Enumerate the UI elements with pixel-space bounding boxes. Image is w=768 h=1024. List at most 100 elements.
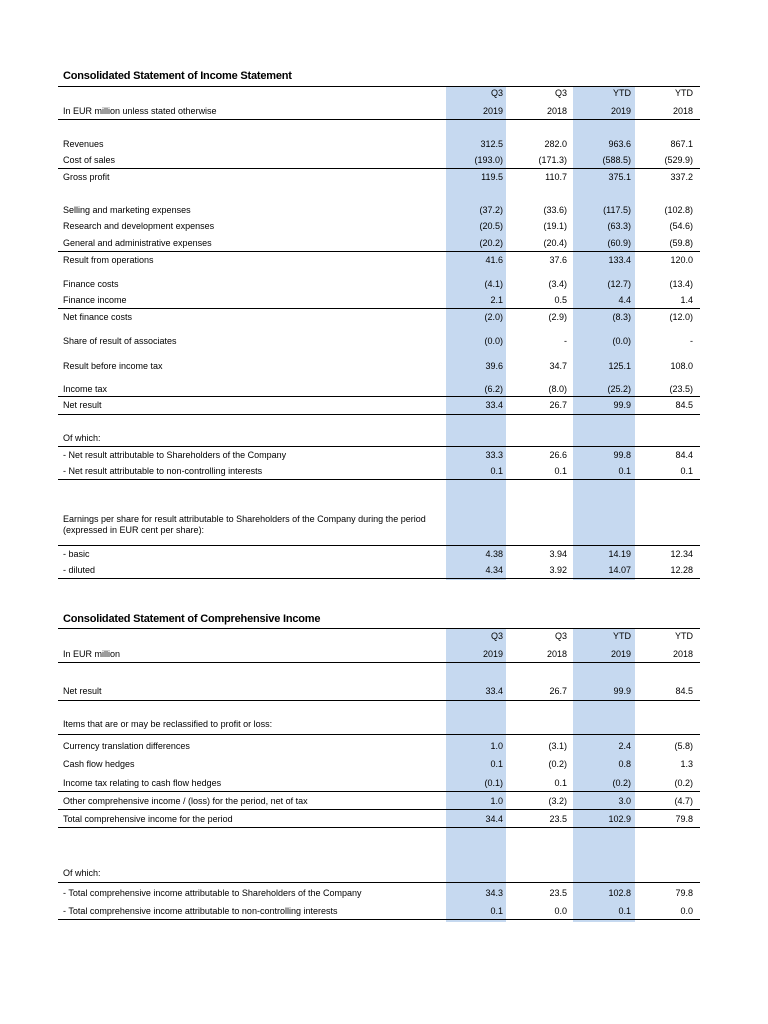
row-rule <box>58 734 700 735</box>
header-q3-2019-year: 2019 <box>482 106 503 116</box>
value-cell: 1.0 <box>490 741 503 751</box>
income-statement-title: Consolidated Statement of Income Stateme… <box>63 70 292 82</box>
header-q3-2019-period: Q3 <box>490 631 503 641</box>
row-label: Currency translation differences <box>63 741 190 751</box>
header-q3-2019-year: 2019 <box>482 649 503 659</box>
value-cell: 337.2 <box>670 172 693 182</box>
value-cell: (0.0) <box>484 336 503 346</box>
value-cell: (0.0) <box>612 336 631 346</box>
header-q3-2018-year: 2018 <box>546 106 567 116</box>
value-cell: (529.9) <box>664 155 693 165</box>
highlight-q3-2019-comprehensive <box>446 629 506 922</box>
value-cell: 26.7 <box>549 686 567 696</box>
row-label: Share of result of associates <box>63 336 177 346</box>
value-cell: 99.9 <box>613 400 631 410</box>
table-row: - basic 4.38 3.94 14.19 12.34 <box>0 547 768 561</box>
table-row: - Total comprehensive income attributabl… <box>0 886 768 900</box>
value-cell: (20.2) <box>479 238 503 248</box>
value-cell: 4.4 <box>618 295 631 305</box>
title-rule <box>58 628 700 629</box>
table-row: Cash flow hedges 0.1 (0.2) 0.8 1.3 <box>0 757 768 771</box>
value-cell: 108.0 <box>670 361 693 371</box>
table-row: Items that are or may be reclassified to… <box>0 717 768 731</box>
row-label: Income tax relating to cash flow hedges <box>63 778 222 788</box>
table-row: General and administrative expenses (20.2… <box>0 236 768 250</box>
table-row: Net finance costs (2.0) (2.9) (8.3) (12.0) <box>0 310 768 324</box>
value-cell: (4.7) <box>674 796 693 806</box>
row-label: Cash flow hedges <box>63 759 135 769</box>
header-ytd-2019-year: 2019 <box>610 649 631 659</box>
value-cell: (0.2) <box>548 759 567 769</box>
value-cell: 0.5 <box>554 295 567 305</box>
value-cell: (6.2) <box>484 384 503 394</box>
table-row: Revenues 312.5 282.0 963.6 867.1 <box>0 137 768 151</box>
unit-label: In EUR million unless stated otherwise <box>63 106 217 116</box>
table-row: Net result 33.4 26.7 99.9 84.5 <box>0 398 768 412</box>
row-label: - Net result attributable to Shareholder… <box>63 450 287 460</box>
income-header-row-2: In EUR million unless stated otherwise 2… <box>0 104 768 118</box>
row-rule <box>58 168 700 169</box>
table-row: Of which: <box>0 866 768 880</box>
value-cell: 2.1 <box>490 295 503 305</box>
table-row: Share of result of associates (0.0) - (0.0)… <box>0 334 768 348</box>
value-cell: 34.7 <box>549 361 567 371</box>
table-row: Finance income 2.1 0.5 4.4 1.4 <box>0 293 768 307</box>
row-label: Other comprehensive income / (loss) for … <box>63 796 308 806</box>
table-row: Other comprehensive income / (loss) for … <box>0 794 768 808</box>
header-q3-2019-period: Q3 <box>490 88 503 98</box>
table-row: Selling and marketing expenses (37.2) (33.… <box>0 203 768 217</box>
value-cell: 375.1 <box>608 172 631 182</box>
value-cell: 0.1 <box>680 466 693 476</box>
value-cell: 0.1 <box>490 759 503 769</box>
value-cell: 41.6 <box>485 255 503 265</box>
value-cell: 282.0 <box>544 139 567 149</box>
title-rule <box>58 86 700 87</box>
value-cell: 23.5 <box>549 888 567 898</box>
value-cell: 125.1 <box>608 361 631 371</box>
row-label: Result before income tax <box>63 361 163 371</box>
value-cell: 33.4 <box>485 400 503 410</box>
value-cell: 34.3 <box>485 888 503 898</box>
row-label: Finance costs <box>63 279 119 289</box>
header-ytd-2018-period: YTD <box>675 88 693 98</box>
row-rule <box>58 446 700 447</box>
comprehensive-header-row-2: In EUR million 2019 2018 2019 2018 <box>0 647 768 661</box>
value-cell: 867.1 <box>670 139 693 149</box>
value-cell: 33.3 <box>485 450 503 460</box>
value-cell: 110.7 <box>545 172 567 182</box>
row-label: Total comprehensive income for the perio… <box>63 814 233 824</box>
value-cell: (33.6) <box>543 205 567 215</box>
value-cell: (60.9) <box>607 238 631 248</box>
value-cell: (193.0) <box>474 155 503 165</box>
value-cell: 0.1 <box>554 778 567 788</box>
header-ytd-2018-period: YTD <box>675 631 693 641</box>
value-cell: 4.34 <box>485 565 503 575</box>
table-row: - Total comprehensive income attributabl… <box>0 904 768 918</box>
value-cell: (171.3) <box>538 155 567 165</box>
unit-label: In EUR million <box>63 649 121 659</box>
table-row: Gross profit 119.5 110.7 375.1 337.2 <box>0 170 768 184</box>
value-cell: (2.0) <box>484 312 503 322</box>
value-cell: (102.8) <box>664 205 693 215</box>
value-cell: (3.4) <box>548 279 567 289</box>
value-cell: 99.9 <box>613 686 631 696</box>
row-rule <box>58 882 700 883</box>
value-cell: 14.07 <box>608 565 631 575</box>
header-rule <box>58 119 700 120</box>
table-row: Finance costs (4.1) (3.4) (12.7) (13.4) <box>0 277 768 291</box>
value-cell: 39.6 <box>485 361 503 371</box>
row-label: - Total comprehensive income attributabl… <box>63 888 362 898</box>
row-rule <box>58 791 700 792</box>
value-cell: 120.0 <box>670 255 693 265</box>
value-cell: 3.0 <box>618 796 631 806</box>
value-cell: 1.4 <box>680 295 693 305</box>
value-cell: (3.1) <box>548 741 567 751</box>
value-cell: (19.1) <box>543 221 567 231</box>
value-cell: 3.92 <box>549 565 567 575</box>
value-cell: 26.7 <box>549 400 567 410</box>
table-row: Currency translation differences 1.0 (3.1)… <box>0 739 768 753</box>
value-cell: 34.4 <box>485 814 503 824</box>
row-rule <box>58 700 700 701</box>
value-cell: 133.4 <box>608 255 631 265</box>
